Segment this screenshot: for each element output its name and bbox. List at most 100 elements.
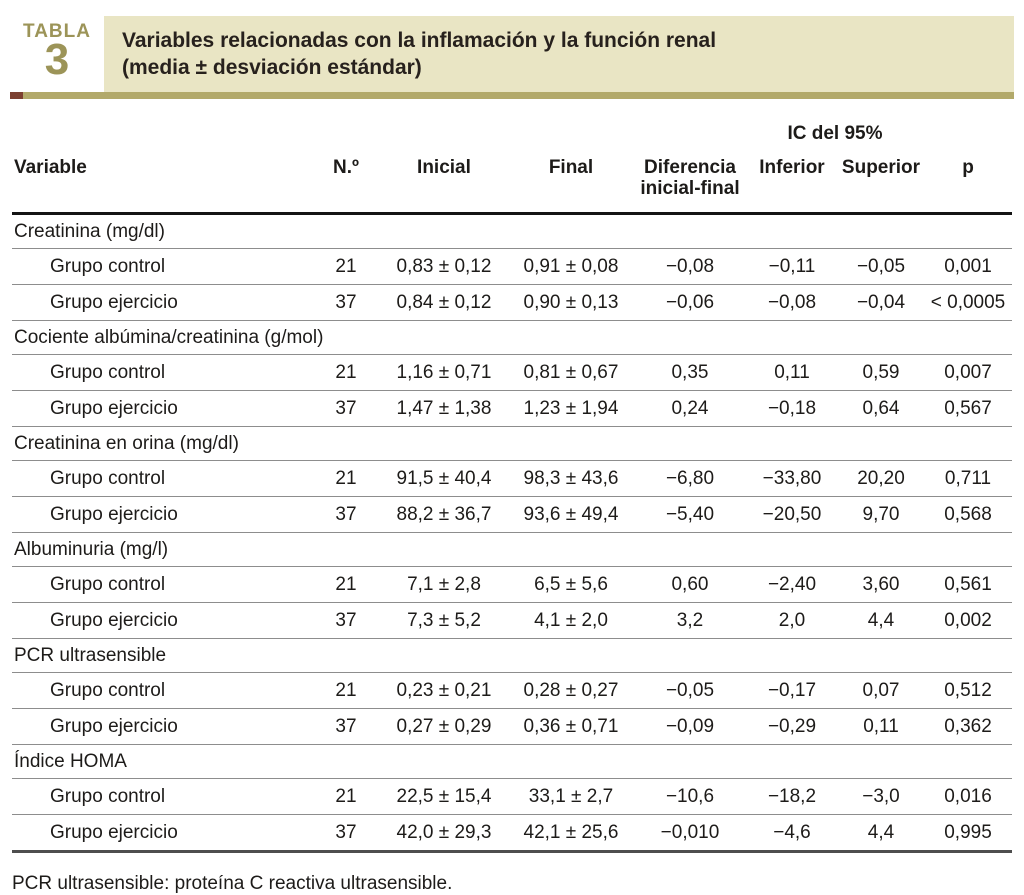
cell-inferior: −0,18 [745,390,838,428]
table-row: Grupo control 21 22,5 ± 15,4 33,1 ± 2,7 … [11,778,1012,816]
row-label: Grupo ejercicio [11,814,312,854]
cell-p: 0,007 [924,354,1012,392]
cell-final: 0,28 ± 0,27 [507,672,634,710]
cell-p: 0,002 [924,602,1012,640]
row-label: Grupo ejercicio [11,708,312,746]
cell-inicial: 0,27 ± 0,29 [379,708,508,746]
cell-final: 0,91 ± 0,08 [507,248,634,286]
group-name: Creatinina en orina (mg/dl) [11,426,1012,462]
row-label: Grupo ejercicio [11,496,312,534]
column-header-n: N.º [311,146,380,216]
table-row: Grupo ejercicio 37 42,0 ± 29,3 42,1 ± 25… [11,814,1012,854]
table-row: Grupo ejercicio 37 0,27 ± 0,29 0,36 ± 0,… [11,708,1012,746]
cell-inferior: −0,11 [745,248,838,286]
row-label: Grupo control [11,566,312,604]
table-row: Grupo control 21 0,23 ± 0,21 0,28 ± 0,27… [11,672,1012,710]
table-row: Grupo ejercicio 37 7,3 ± 5,2 4,1 ± 2,0 3… [11,602,1012,640]
table-badge-label: TABLA [23,21,91,42]
cell-superior: 4,4 [837,602,924,640]
cell-superior: 0,64 [837,390,924,428]
cell-inferior: −20,50 [745,496,838,534]
cell-p: 0,016 [924,778,1012,816]
cell-final: 93,6 ± 49,4 [507,496,634,534]
cell-inicial: 1,16 ± 0,71 [379,354,508,392]
table-badge: TABLA 3 [10,16,104,92]
cell-n: 21 [311,354,380,392]
cell-diferencia: −10,6 [633,778,746,816]
cell-n: 21 [311,460,380,498]
cell-inicial: 0,84 ± 0,12 [379,284,508,322]
group-name: Albuminuria (mg/l) [11,532,1012,568]
footnote: PCR ultrasensible: proteína C reactiva u… [12,873,453,895]
cell-final: 98,3 ± 43,6 [507,460,634,498]
cell-p: 0,001 [924,248,1012,286]
cell-inferior: −33,80 [745,460,838,498]
group-row-albuminuria: Albuminuria (mg/l) [11,532,1012,568]
cell-final: 1,23 ± 1,94 [507,390,634,428]
column-header-row: Variable N.º Inicial Final Diferencia in… [11,146,1012,216]
table-badge-number: 3 [44,35,70,84]
group-name: Cociente albúmina/creatinina (g/mol) [11,320,1012,356]
table-title-line1: Variables relacionadas con la inflamació… [122,29,717,52]
row-label: Grupo control [11,778,312,816]
row-label: Grupo control [11,672,312,710]
cell-superior: 0,59 [837,354,924,392]
cell-inicial: 88,2 ± 36,7 [379,496,508,534]
cell-diferencia: −0,09 [633,708,746,746]
cell-diferencia: −0,05 [633,672,746,710]
cell-diferencia: 0,24 [633,390,746,428]
cell-inferior: −0,17 [745,672,838,710]
table-row: Grupo ejercicio 37 1,47 ± 1,38 1,23 ± 1,… [11,390,1012,428]
cell-inferior: −18,2 [745,778,838,816]
column-header-p: p [924,146,1012,216]
cell-superior: 9,70 [837,496,924,534]
cell-inferior: −0,08 [745,284,838,322]
accent-notch [10,91,23,99]
cell-superior: −0,04 [837,284,924,322]
cell-inicial: 22,5 ± 15,4 [379,778,508,816]
cell-inferior: −0,29 [745,708,838,746]
cell-superior: 0,07 [837,672,924,710]
group-row-creatinina: Creatinina (mg/dl) [11,213,1012,250]
cell-final: 33,1 ± 2,7 [507,778,634,816]
cell-final: 6,5 ± 5,6 [507,566,634,604]
group-row-cociente: Cociente albúmina/creatinina (g/mol) [11,320,1012,356]
cell-final: 42,1 ± 25,6 [507,814,634,854]
cell-superior: 3,60 [837,566,924,604]
group-row-homa: Índice HOMA [11,744,1012,780]
cell-p: < 0,0005 [924,284,1012,322]
cell-diferencia: 0,35 [633,354,746,392]
cell-inicial: 7,3 ± 5,2 [379,602,508,640]
column-header-inicial: Inicial [379,146,508,216]
cell-inicial: 0,83 ± 0,12 [379,248,508,286]
cell-n: 37 [311,496,380,534]
cell-p: 0,568 [924,496,1012,534]
table-header: TABLA 3 Variables relacionadas con la in… [10,16,1014,92]
cell-p: 0,995 [924,814,1012,854]
cell-final: 4,1 ± 2,0 [507,602,634,640]
cell-n: 21 [311,778,380,816]
cell-diferencia: −6,80 [633,460,746,498]
column-header-superior: Superior [837,146,924,216]
group-name: PCR ultrasensible [11,638,1012,674]
cell-diferencia: −0,010 [633,814,746,854]
cell-diferencia: −0,08 [633,248,746,286]
header-accent-bar [10,91,1014,99]
cell-inicial: 1,47 ± 1,38 [379,390,508,428]
cell-superior: 20,20 [837,460,924,498]
table-row: Grupo ejercicio 37 88,2 ± 36,7 93,6 ± 49… [11,496,1012,534]
cell-p: 0,362 [924,708,1012,746]
table-row: Grupo control 21 7,1 ± 2,8 6,5 ± 5,6 0,6… [11,566,1012,604]
cell-p: 0,561 [924,566,1012,604]
ic95-span-row: IC del 95% [12,103,1012,147]
cell-inferior: 2,0 [745,602,838,640]
cell-diferencia: 3,2 [633,602,746,640]
cell-final: 0,90 ± 0,13 [507,284,634,322]
cell-final: 0,81 ± 0,67 [507,354,634,392]
row-label: Grupo ejercicio [11,602,312,640]
table-row: Grupo control 21 1,16 ± 0,71 0,81 ± 0,67… [11,354,1012,392]
group-row-pcr: PCR ultrasensible [11,638,1012,674]
row-label: Grupo control [11,248,312,286]
cell-inicial: 91,5 ± 40,4 [379,460,508,498]
row-label: Grupo control [11,354,312,392]
